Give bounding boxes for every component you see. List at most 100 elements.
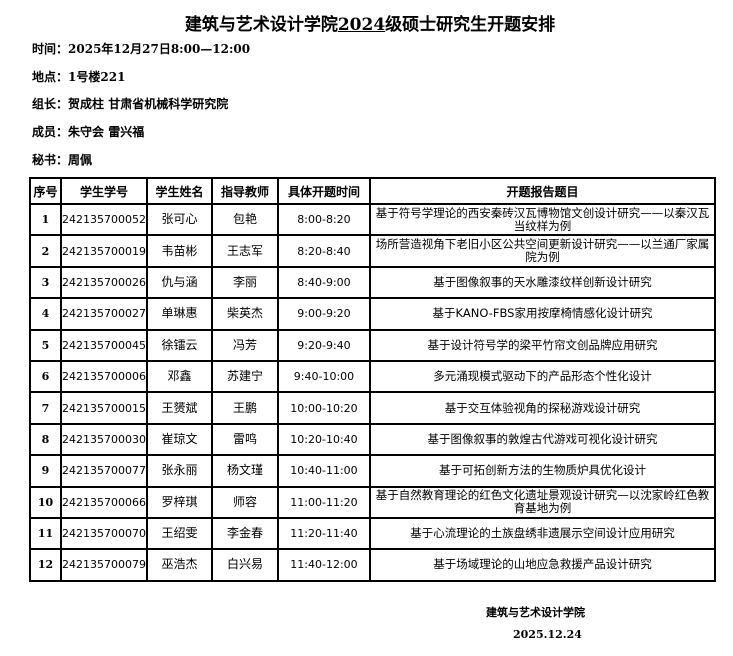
info-leader: 组长：贺成柱 甘肃省机械科学研究院 [32,97,229,111]
student-name: 韦苗彬 [145,234,213,268]
row-index: 12 [29,548,62,582]
row-index: 5 [29,328,62,362]
student-id: 242135700045 [60,328,148,362]
header-advisor: 指导教师 [210,177,279,205]
advisor: 王志军 [210,234,279,268]
report-topic: 场所营造视角下老旧小区公共空间更新设计研究——以兰通厂家属院为例 [368,234,716,268]
row-index: 9 [29,454,62,488]
student-id: 242135700027 [60,297,148,331]
row-index: 7 [29,391,62,425]
advisor: 柴英杰 [210,297,279,331]
report-topic: 基于场域理论的山地应急救援产品设计研究 [368,548,716,582]
row-index: 10 [29,485,62,519]
table-row: 12 242135700079 巫浩杰 白兴易 11:40-12:00 基于场域理论的山地… [29,548,716,582]
advisor: 苏建宁 [210,359,279,394]
student-id: 242135700070 [60,516,148,551]
info-members: 成员：朱守会 雷兴福 [32,125,145,139]
defense-time: 11:40-12:00 [276,548,371,582]
header-index: 序号 [29,177,62,205]
student-name: 王绍雯 [145,516,213,551]
table-row: 1 242135700052 张可心 包艳 8:00-8:20 基于符号学理论的西安秦砖汉… [29,202,716,237]
row-index: 6 [29,359,62,394]
report-topic: 多元涌现模式驱动下的产品形态个性化设计 [368,359,716,394]
student-name: 罗梓琪 [145,485,213,519]
advisor: 王鹏 [210,391,279,425]
defense-time: 10:40-11:00 [276,454,371,488]
title-part: 建筑与艺术设计学院 [184,15,338,35]
student-id: 242135700006 [60,359,148,394]
advisor: 白兴易 [210,548,279,582]
defense-time: 9:00-9:20 [276,297,371,331]
advisor: 李丽 [210,265,279,300]
report-topic: 基于符号学理论的西安秦砖汉瓦博物馆文创设计研究——以秦汉瓦当纹样为例 [368,202,716,237]
report-topic: 基于设计符号学的梁平竹帘文创品牌应用研究 [368,328,716,362]
report-topic: 基于心流理论的土族盘绣非遗展示空间设计应用研究 [368,516,716,551]
defense-time: 9:40-10:00 [276,359,371,394]
advisor: 杨文瑾 [210,454,279,488]
header-student-name: 学生姓名 [145,177,213,205]
footer-org: 建筑与艺术设计学院 [486,606,585,619]
defense-time: 8:00-8:20 [276,202,371,237]
advisor: 雷鸣 [210,422,279,457]
row-index: 11 [29,516,62,551]
table-row: 8 242135700030 崔琼文 雷鸣 10:20-10:40 基于图像叙事的敦煌古代… [29,422,716,457]
table-row: 5 242135700045 徐镭云 冯芳 9:20-9:40 基于设计符号学的梁平竹帘文… [29,328,716,362]
student-name: 仇与涵 [145,265,213,300]
student-id: 242135700066 [60,485,148,519]
row-index: 1 [29,202,62,237]
student-id: 242135700079 [60,548,148,582]
student-name: 单琳惠 [145,297,213,331]
advisor: 李金春 [210,516,279,551]
defense-time: 8:20-8:40 [276,234,371,268]
defense-time: 10:20-10:40 [276,422,371,457]
title-year: 2024 [337,15,386,35]
defense-time: 9:20-9:40 [276,328,371,362]
info-secretary: 秘书：周佩 [32,153,93,167]
table-row: 9 242135700077 张永丽 杨文瑾 10:40-11:00 基于可拓创新方法的生… [29,454,716,488]
advisor: 包艳 [210,202,279,237]
schedule-table: 序号 学生学号 学生姓名 指导教师 具体开题时间 开题报告题目 1 2421357… [29,177,716,582]
student-id: 242135700077 [60,454,148,488]
footer-date: 2025.12.24 [513,628,582,641]
student-name: 邓鑫 [145,359,213,394]
student-name: 王赟斌 [145,391,213,425]
report-topic: 基于交互体验视角的探秘游戏设计研究 [368,391,716,425]
row-index: 2 [29,234,62,268]
table-row: 2 242135700019 韦苗彬 王志军 8:20-8:40 场所营造视角下老旧小区公… [29,234,716,268]
page-title: 建筑与艺术设计学院2024级硕士研究生开题安排 [0,10,733,35]
table-row: 3 242135700026 仇与涵 李丽 8:40-9:00 基于图像叙事的天水雕漆纹样… [29,265,716,300]
student-id: 242135700015 [60,391,148,425]
table-row: 11 242135700070 王绍雯 李金春 11:20-11:40 基于心流理论的土族… [29,516,716,551]
student-name: 徐镭云 [145,328,213,362]
report-topic: 基于图像叙事的敦煌古代游戏可视化设计研究 [368,422,716,457]
advisor: 师容 [210,485,279,519]
row-index: 4 [29,297,62,331]
defense-time: 11:00-11:20 [276,485,371,519]
student-name: 张永丽 [145,454,213,488]
defense-time: 10:00-10:20 [276,391,371,425]
advisor: 冯芳 [210,328,279,362]
header-time: 具体开题时间 [276,177,371,205]
student-id: 242135700052 [60,202,148,237]
table-row: 7 242135700015 王赟斌 王鹏 10:00-10:20 基于交互体验视角的探秘… [29,391,716,425]
info-location: 地点：1号楼221 [32,70,126,84]
report-topic: 基于KANO-FBS家用按摩椅情感化设计研究 [368,297,716,331]
table-header-row: 序号 学生学号 学生姓名 指导教师 具体开题时间 开题报告题目 [29,177,716,205]
defense-time: 11:20-11:40 [276,516,371,551]
header-topic: 开题报告题目 [368,177,716,205]
table-row: 6 242135700006 邓鑫 苏建宁 9:40-10:00 多元涌现模式驱动下的产品… [29,359,716,394]
defense-time: 8:40-9:00 [276,265,371,300]
title-part: 级硕士研究生开题安排 [385,15,556,35]
table-row: 4 242135700027 单琳惠 柴英杰 9:00-9:20 基于KANO-FBS家用… [29,297,716,331]
row-index: 8 [29,422,62,457]
report-topic: 基于图像叙事的天水雕漆纹样创新设计研究 [368,265,716,300]
report-topic: 基于可拓创新方法的生物质炉具优化设计 [368,454,716,488]
table-row: 10 242135700066 罗梓琪 师容 11:00-11:20 基于自然教育理论的红… [29,485,716,519]
header-student-id: 学生学号 [60,177,148,205]
student-id: 242135700030 [60,422,148,457]
student-name: 张可心 [145,202,213,237]
student-name: 巫浩杰 [145,548,213,582]
student-id: 242135700019 [60,234,148,268]
report-topic: 基于自然教育理论的红色文化遗址景观设计研究—以沈家岭红色教育基地为例 [368,485,716,519]
student-id: 242135700026 [60,265,148,300]
